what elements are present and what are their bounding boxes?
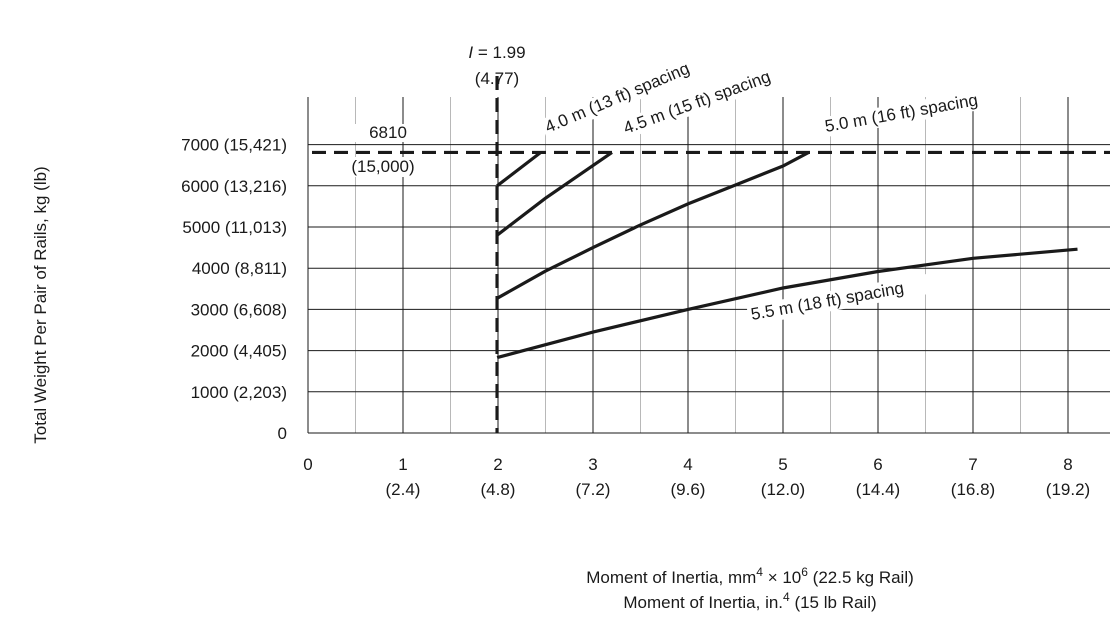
y-tick-label: 5000 (11,013): [182, 218, 287, 237]
y-tick-label: 6000 (13,216): [181, 177, 287, 196]
inertia-limit-sublabel: (4.77): [475, 69, 519, 88]
x-tick-label: 2: [493, 455, 502, 474]
x-tick-sublabel: (4.8): [481, 480, 516, 499]
x-tick-sublabel: (14.4): [856, 480, 900, 499]
series-label-group: 5.5 m (18 ft) spacing: [746, 271, 942, 326]
y-tick-label: 0: [278, 424, 287, 443]
series-label-1: 4.0 m (13 ft) spacing: [542, 59, 692, 137]
label-mask: [539, 50, 713, 139]
x-tick-label: 4: [683, 455, 692, 474]
x-tick-label: 5: [778, 455, 787, 474]
y-axis-title: Total Weight Per Pair of Rails, kg (lb): [31, 166, 50, 443]
limit-value-sublabel: (15,000): [351, 157, 414, 176]
series-line-1: [496, 151, 542, 188]
x-tick-sublabel: (7.2): [576, 480, 611, 499]
x-tick-sublabel: (9.6): [671, 480, 706, 499]
label-mask: [337, 157, 429, 177]
x-tick-label: 6: [873, 455, 882, 474]
x-tick-label: 3: [588, 455, 597, 474]
series-label-3: 5.0 m (16 ft) spacing: [823, 90, 979, 136]
x-axis-title-line1: Moment of Inertia, mm4 × 106 (22.5 kg Ra…: [586, 565, 914, 587]
x-tick-sublabel: (16.8): [951, 480, 995, 499]
series-label-group: 5.0 m (16 ft) spacing: [820, 84, 1012, 138]
x-tick-label: 7: [968, 455, 977, 474]
y-tick-label: 3000 (6,608): [191, 300, 287, 319]
label-mask: [350, 124, 430, 142]
x-tick-label: 8: [1063, 455, 1072, 474]
limit-lines: [312, 76, 1110, 433]
y-tick-label: 4000 (8,811): [192, 259, 287, 278]
x-tick-sublabel: (2.4): [386, 480, 421, 499]
label-mask: [746, 271, 942, 326]
inertia-limit-label: I = 1.99: [468, 43, 525, 62]
limit-value-label: 6810: [369, 123, 407, 142]
x-tick-label: 0: [303, 455, 312, 474]
x-tick-label: 1: [398, 455, 407, 474]
series-line-4: [496, 247, 1078, 360]
series-label-4: 5.5 m (18 ft) spacing: [749, 278, 905, 324]
series-line-3: [496, 150, 810, 300]
y-tick-label: 2000 (4,405): [191, 342, 287, 361]
label-mask: [820, 84, 1012, 138]
series-label-group: 4.5 m (15 ft) spacing: [618, 59, 795, 140]
y-tick-label: 1000 (2,203): [191, 383, 287, 402]
series-line-2: [496, 151, 613, 237]
curves: [496, 150, 1078, 360]
y-tick-label: 7000 (15,421): [181, 136, 287, 155]
x-tick-sublabel: (12.0): [761, 480, 805, 499]
labels: 0 1000 (2,203) 2000 (4,405) 3000 (6,608) 400…: [181, 43, 1090, 499]
x-tick-sublabel: (19.2): [1046, 480, 1090, 499]
label-mask: [618, 59, 795, 140]
x-axis-title-line2: Moment of Inertia, in.4 (15 lb Rail): [623, 590, 876, 612]
grid: [307, 97, 1110, 434]
